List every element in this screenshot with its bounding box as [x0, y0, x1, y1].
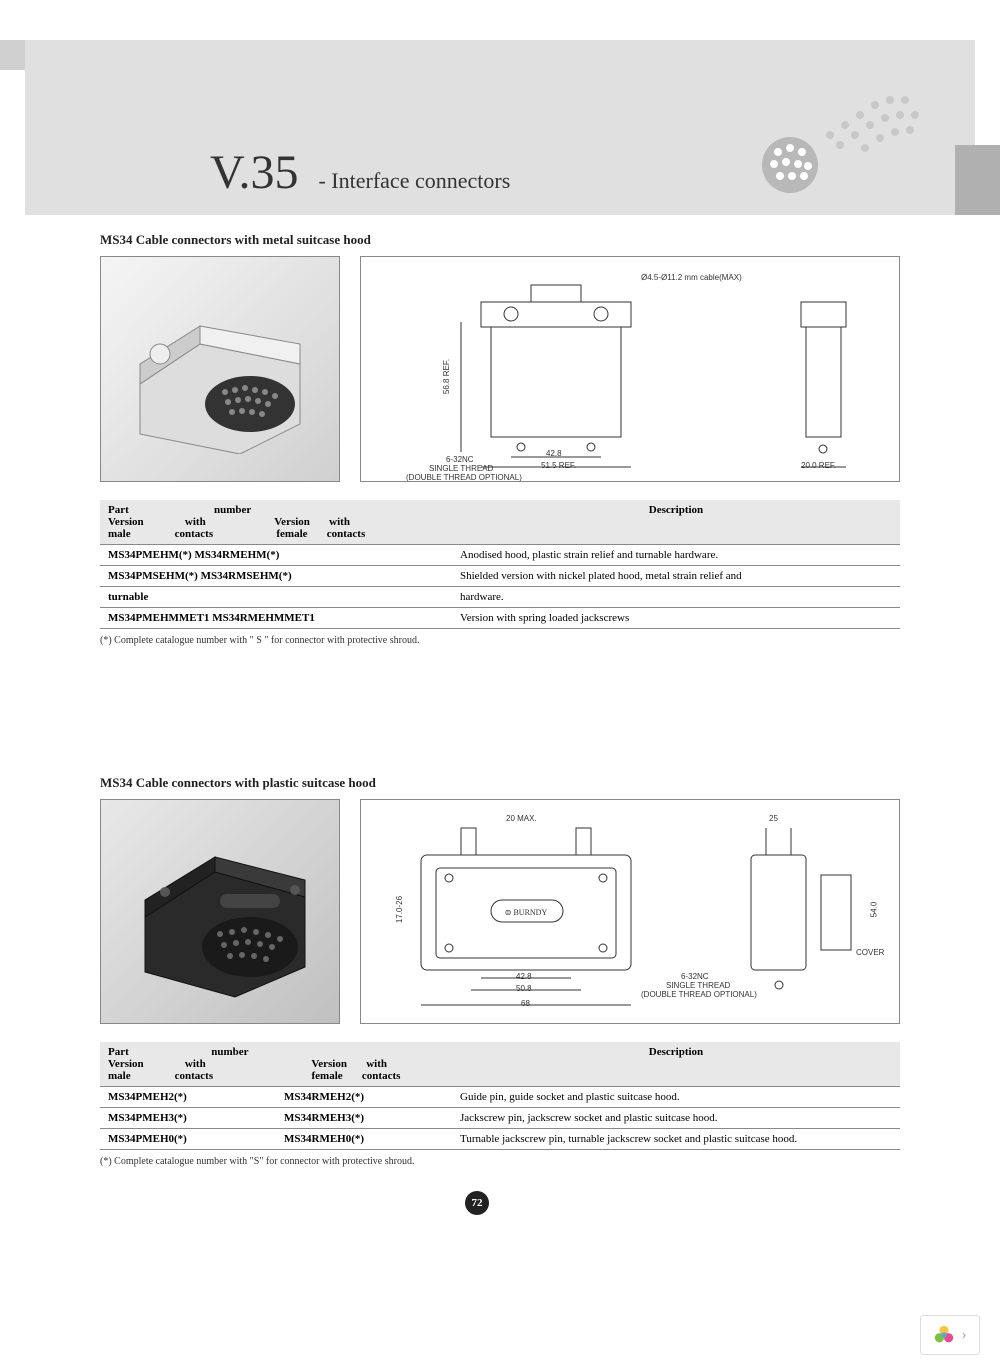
th2-female: female — [312, 1070, 343, 1082]
table-row: MS34PMEH0(*)MS34RMEH0(*)Turnable jackscr… — [100, 1129, 900, 1150]
next-page-button[interactable]: › — [920, 1315, 980, 1355]
section-title-2: MS34 Cable connectors with plastic suitc… — [100, 775, 900, 791]
dim2-w2: 50.8 — [516, 984, 532, 993]
footnote-plastic: (*) Complete catalogue number with "S" f… — [100, 1156, 900, 1167]
th-desc: Description — [452, 500, 900, 545]
table-row: MS34PMEH3(*)MS34RMEH3(*)Jackscrew pin, j… — [100, 1108, 900, 1129]
th-part: Part — [108, 504, 129, 516]
th2-desc: Description — [452, 1042, 900, 1087]
part-number-cell: MS34PMEHM(*) MS34RMEHM(*) — [100, 545, 452, 566]
dim2-top: 20 MAX. — [506, 814, 537, 823]
description-cell: Turnable jackscrew pin, turnable jackscr… — [452, 1129, 900, 1150]
description-cell: hardware. — [452, 587, 900, 608]
description-cell: Shielded version with nickel plated hood… — [452, 566, 900, 587]
th-with-f: with — [329, 516, 350, 528]
th2-male: male — [108, 1070, 131, 1082]
technical-drawing-plastic: ⊜ BURNDY 20 MAX. 25 17.0-26 54.0 42.8 50… — [360, 799, 900, 1024]
th-with-m: with — [185, 516, 206, 528]
page-title: V.35 — [210, 145, 298, 200]
description-cell: Version with spring loaded jackscrews — [452, 608, 900, 629]
table-row: MS34PMEHM(*) MS34RMEHM(*)Anodised hood, … — [100, 545, 900, 566]
page-subtitle: - Interface connectors — [318, 168, 510, 194]
decorative-dot-pattern — [730, 70, 930, 210]
th-number: number — [214, 504, 251, 516]
header-decor-right — [955, 145, 1000, 215]
th-version-m: Version — [108, 516, 144, 528]
dim-depth: 20.0 REF. — [801, 461, 836, 470]
description-cell: Anodised hood, plastic strain relief and… — [452, 545, 900, 566]
part-male-cell: MS34PMEH2(*) — [100, 1087, 276, 1108]
th2-wm: with — [185, 1058, 206, 1070]
th2-cm: contacts — [175, 1070, 214, 1082]
th2-vf: Version — [311, 1058, 347, 1070]
technical-drawing-metal: Ø4.5-Ø11.2 mm cable(MAX) 56.8 REF. 42.8 … — [360, 256, 900, 482]
dim2-sw: 25 — [769, 814, 778, 823]
description-cell: Guide pin, guide socket and plastic suit… — [452, 1087, 900, 1108]
dim-thread2: SINGLE THREAD — [429, 464, 493, 473]
dim-thread1: 6-32NC — [446, 455, 474, 464]
th2-vm: Version — [108, 1058, 144, 1070]
table-row: turnablehardware. — [100, 587, 900, 608]
part-male-cell: MS34PMEH3(*) — [100, 1108, 276, 1129]
dim-h: 56.8 REF. — [442, 359, 451, 394]
chevron-right-icon: › — [961, 1326, 966, 1344]
th-female: female — [276, 528, 307, 540]
th2-part: Part — [108, 1046, 129, 1058]
part-number-cell: MS34PMEHMMET1 MS34RMEHMMET1 — [100, 608, 452, 629]
part-number-cell: turnable — [100, 587, 452, 608]
brand-label: ⊜ BURNDY — [505, 908, 548, 917]
th2-wf: with — [366, 1058, 387, 1070]
th-contacts-m: contacts — [175, 528, 214, 540]
page-title-block: V.35 - Interface connectors — [210, 145, 510, 200]
th2-cf: contacts — [362, 1070, 401, 1082]
section-plastic-hood: MS34 Cable connectors with plastic suitc… — [100, 775, 900, 1024]
parts-table-metal: Part number Version with Version wit — [100, 500, 900, 646]
table-row: MS34PMEH2(*)MS34RMEH2(*)Guide pin, guide… — [100, 1087, 900, 1108]
part-female-cell: MS34RMEH2(*) — [276, 1087, 452, 1108]
dim2-cover: COVER — [856, 948, 884, 957]
section-title: MS34 Cable connectors with metal suitcas… — [100, 232, 900, 248]
logo-icon — [933, 1324, 955, 1346]
table-row: MS34PMEHMMET1 MS34RMEHMMET1Version with … — [100, 608, 900, 629]
product-photo-plastic — [100, 799, 340, 1024]
th2-number: number — [211, 1046, 248, 1058]
th-male: male — [108, 528, 131, 540]
parts-table-plastic: Part number Version with male contacts — [100, 1042, 900, 1167]
th-contacts-f: contacts — [327, 528, 366, 540]
dim-w2: 51.5 REF. — [541, 461, 576, 470]
dim2-t3: (DOUBLE THREAD OPTIONAL) — [641, 990, 757, 999]
part-number-cell: MS34PMSEHM(*) MS34RMSEHM(*) — [100, 566, 452, 587]
table-row: MS34PMSEHM(*) MS34RMSEHM(*)Shielded vers… — [100, 566, 900, 587]
part-female-cell: MS34RMEH3(*) — [276, 1108, 452, 1129]
th-version-f: Version — [274, 516, 310, 528]
dim-thread3: (DOUBLE THREAD OPTIONAL) — [406, 473, 522, 482]
description-cell: Jackscrew pin, jackscrew socket and plas… — [452, 1108, 900, 1129]
dim2-t2: SINGLE THREAD — [666, 981, 730, 990]
dim2-h2: 54.0 — [869, 902, 878, 918]
dim-cable: Ø4.5-Ø11.2 mm cable(MAX) — [641, 273, 742, 282]
dim2-w1: 42.8 — [516, 972, 532, 981]
dim2-t1: 6-32NC — [681, 972, 709, 981]
header-decor-left — [0, 40, 25, 70]
part-female-cell: MS34RMEH0(*) — [276, 1129, 452, 1150]
section-metal-hood: MS34 Cable connectors with metal suitcas… — [100, 232, 900, 482]
product-photo-metal — [100, 256, 340, 482]
dim-w1: 42.8 — [546, 449, 562, 458]
page-number: 72 — [465, 1191, 489, 1215]
footnote-metal: (*) Complete catalogue number with " S "… — [100, 635, 900, 646]
dim2-w3: 68 — [521, 999, 530, 1008]
dim2-h1: 17.0-26 — [395, 896, 404, 923]
part-male-cell: MS34PMEH0(*) — [100, 1129, 276, 1150]
